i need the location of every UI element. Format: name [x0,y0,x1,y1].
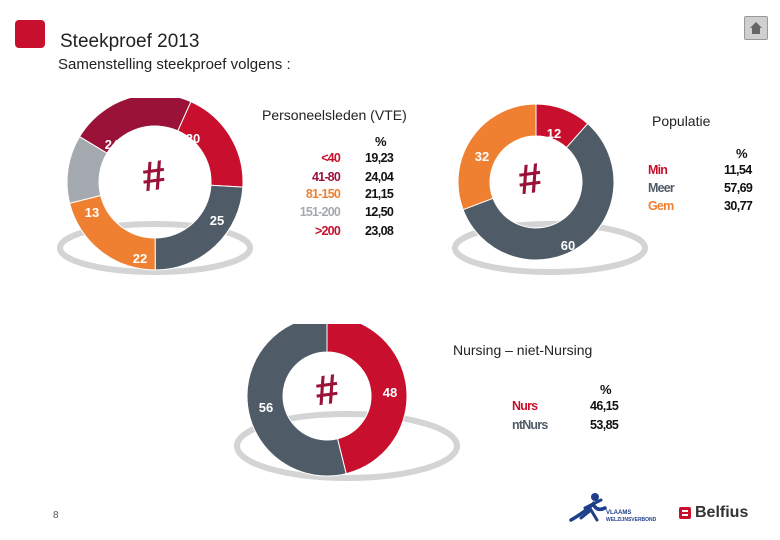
home-button[interactable] [744,16,768,40]
chart1-legend-label-0: <40 [321,151,341,165]
chart1-slice-0 [78,98,192,154]
chart3-legend-header: % [600,382,612,397]
chart1-legend-value-4: 23,08 [365,224,394,238]
chart1-legend-label-1: 41-80 [312,170,341,184]
chart1-legend-value-2: 21,15 [365,187,394,201]
belfius-mark-icon [679,507,691,519]
chart3-slice-0 [326,324,408,475]
belfius-logo: Belfius [679,504,748,522]
chart1-legend-header: % [375,134,387,149]
chart1-legend-label-2: 81-150 [305,187,341,201]
chart1-donut: # 24 20 25 22 13 [57,98,253,275]
chart3-slice-label-0: 48 [383,385,397,400]
vv-logo-line1: VLAAMS [606,510,631,516]
chart2-legend-value-2: 30,77 [724,199,753,213]
chart1-slice-label-4: 13 [85,205,99,220]
chart1-slice-4 [66,135,108,204]
chart1-title: Personeelsleden (VTE) [262,107,407,123]
chart3-legend-value-1: 53,85 [590,418,619,432]
chart2-donut: # 12 60 32 [452,103,648,275]
chart3-slice-label-1: 56 [259,400,273,415]
chart1-legend-label-4: >200 [315,224,341,238]
chart3-donut: # 48 56 [234,324,460,481]
chart1-slice-label-0: 24 [105,137,120,152]
vlaams-welzijnsverbond-logo: VLAAMS WELZIJNSVERBOND [569,493,657,523]
chart3-shadow-ring [234,411,460,481]
home-icon [750,22,762,34]
chart3-legend-label-0: Nurs [512,399,538,413]
page-title: Steekproef 2013 [60,31,200,52]
chart2-slice-label-2: 32 [475,149,489,164]
chart1-legend-value-0: 19,23 [365,151,394,165]
chart2-slice-label-1: 60 [561,238,575,253]
chart3-center-hash: # [312,365,342,415]
chart2-legend-label-2: Gem [648,199,674,213]
chart2-slice-2 [457,103,537,211]
chart2-slice-1 [462,122,615,261]
chart2-legend-value-1: 57,69 [724,181,753,195]
chart1-slice-label-2: 25 [210,213,224,228]
page-subtitle: Samenstelling steekproef volgens : [58,56,291,73]
chart2-legend-label-0: Min [648,163,668,177]
vv-logo-line2: WELZIJNSVERBOND [606,517,657,523]
chart1-slice-label-1: 20 [186,131,200,146]
chart1-legend-label-3: 151-200 [299,205,341,219]
chart2-legend-header: % [736,146,748,161]
page-number: 8 [53,510,59,521]
red-square-logo [15,20,45,48]
chart3-legend-label-1: ntNurs [512,418,548,432]
chart1-shadow-ring [57,221,253,275]
chart2-legend-label-1: Meer [648,181,675,195]
chart2-slice-label-0: 12 [547,126,561,141]
chart1-legend-value-1: 24,04 [365,170,394,184]
chart3-slice-1 [246,324,347,477]
chart2-legend-value-0: 11,54 [724,163,752,177]
chart2-shadow-ring [452,221,648,275]
belfius-name: Belfius [695,504,749,521]
chart1-center-hash: # [139,151,169,201]
chart3-title: Nursing – niet-Nursing [453,342,593,358]
chart1-legend-value-3: 12,50 [365,205,394,219]
chart1-slice-2 [154,184,244,271]
chart3-legend-value-0: 46,15 [590,399,619,413]
chart1-slice-label-3: 22 [133,251,147,266]
chart2-center-hash: # [515,154,545,204]
chart2-title: Populatie [652,113,711,129]
